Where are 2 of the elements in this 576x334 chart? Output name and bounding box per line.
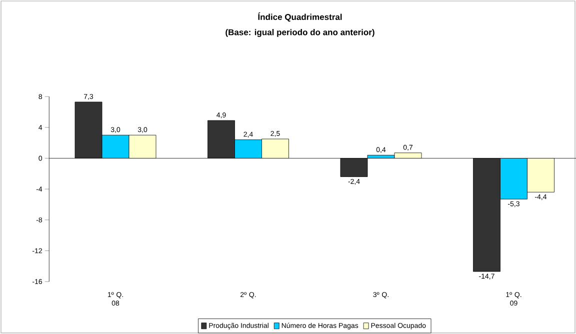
chart-title: Índice Quadrimestral [258,12,342,22]
chart-subtitle: (Base: igual periodo do ano anterior) [226,29,374,37]
